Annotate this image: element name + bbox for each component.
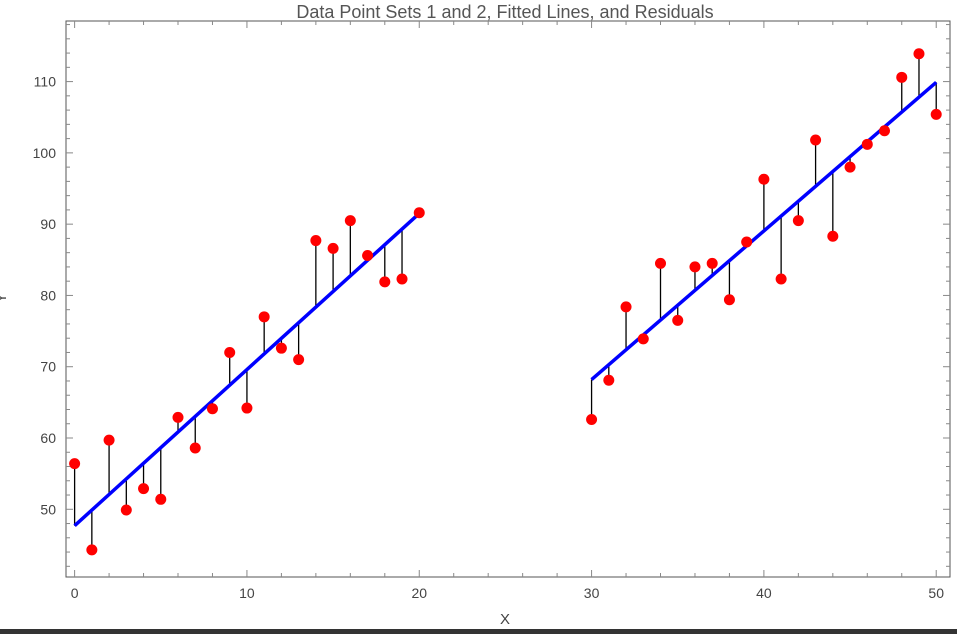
data-point [637,333,649,345]
x-axis-label: X [500,611,510,628]
data-point [362,250,374,262]
data-point [586,413,598,425]
data-point [792,215,804,227]
y-tick-label: 80 [40,287,56,303]
data-point [775,273,787,285]
tick-labels: 0 10 20 30 40 50 50 60 70 80 90 100 110 [33,74,945,601]
data-point [913,48,925,60]
y-tick-label: 60 [40,430,56,446]
y-tick-label: 50 [40,501,56,517]
x-tick-label: 10 [239,585,255,601]
window-bottom-edge [0,629,957,634]
x-tick-label: 40 [756,585,772,601]
x-tick-label: 50 [928,585,944,601]
y-tick-label: 100 [33,145,57,161]
data-point [879,125,891,137]
fit-line [590,80,938,381]
data-point [103,434,115,446]
data-point [413,207,425,219]
data-point [844,161,856,173]
fitted-lines [73,80,938,527]
fit-line [73,212,421,527]
data-point [827,230,839,242]
x-tick-label: 0 [71,585,79,601]
data-point [120,504,132,516]
data-point [741,236,753,248]
data-point [896,71,908,83]
data-point [189,442,201,454]
x-tick-label: 20 [411,585,427,601]
data-point [655,257,667,269]
data-point [706,257,718,269]
data-point [69,458,81,470]
data-point [672,314,684,326]
data-point [86,544,98,556]
data-point [258,311,270,323]
data-point [155,493,167,505]
x-tick-label: 30 [584,585,600,601]
data-point [224,346,236,358]
data-point [689,261,701,273]
data-point [930,108,942,120]
data-point [206,403,218,415]
data-point [758,173,770,185]
y-tick-label: 70 [40,359,56,375]
y-tick-label: 110 [34,74,57,90]
data-point [396,273,408,285]
y-tick-label: 90 [40,216,56,232]
data-point [138,483,150,495]
data-point [620,301,632,313]
data-point [275,342,287,354]
data-point [861,138,873,150]
data-point [293,354,305,366]
data-point [172,411,184,423]
data-points [69,48,942,556]
data-point [344,215,356,227]
y-axis-label: Y [0,293,10,303]
chart-title: Data Point Sets 1 and 2, Fitted Lines, a… [296,2,713,22]
data-point [723,294,735,306]
residual-lines [73,53,937,550]
data-point [379,276,391,288]
data-point [241,402,253,414]
axis-ticks [66,21,950,577]
plot-frame [65,20,951,578]
data-point [327,242,339,254]
data-point [603,374,615,386]
data-point [310,235,322,247]
data-point [810,134,822,146]
